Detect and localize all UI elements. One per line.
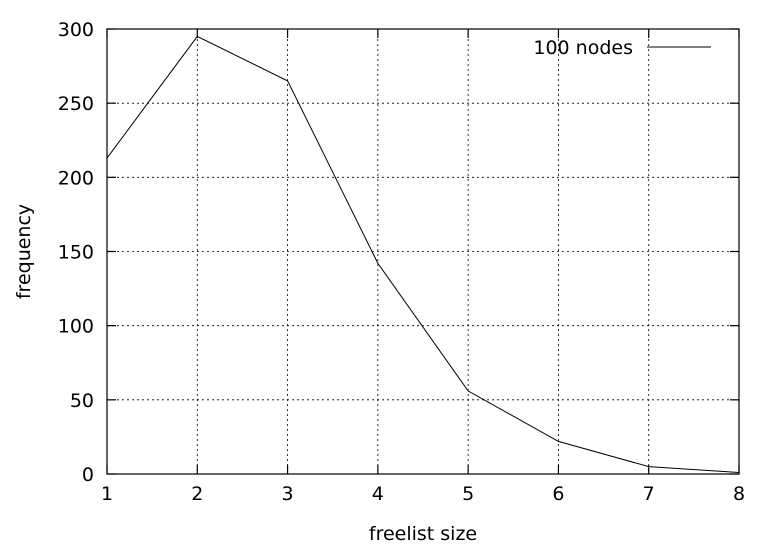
x-tick-label: 6 xyxy=(552,483,564,505)
data-point xyxy=(648,465,650,467)
y-tick-label: 0 xyxy=(82,464,94,486)
legend: 100 nodes xyxy=(533,37,711,59)
x-tick-label: 8 xyxy=(733,483,745,505)
series-group xyxy=(106,35,740,473)
y-axis-title: frequency xyxy=(13,204,35,299)
y-tick-label: 100 xyxy=(58,316,94,338)
y-tick-label: 250 xyxy=(58,93,94,115)
y-tick-label: 50 xyxy=(70,390,94,412)
data-point xyxy=(557,440,559,442)
x-tick-label: 1 xyxy=(101,483,113,505)
data-point xyxy=(196,35,198,37)
data-point xyxy=(738,471,740,473)
grid xyxy=(107,29,739,474)
x-axis-tick-labels: 1 2 3 4 5 6 7 8 xyxy=(101,483,745,505)
data-point xyxy=(467,390,469,392)
x-tick-label: 2 xyxy=(191,483,203,505)
x-tick-label: 4 xyxy=(372,483,384,505)
axis-ticks xyxy=(106,28,740,475)
x-axis-title: freelist size xyxy=(369,523,477,545)
x-tick-label: 3 xyxy=(282,483,294,505)
y-axis-tick-labels: 0 50 100 150 200 250 300 xyxy=(58,19,94,486)
y-tick-label: 300 xyxy=(58,19,94,41)
y-tick-label: 150 xyxy=(58,242,94,264)
legend-label: 100 nodes xyxy=(533,37,633,59)
x-tick-label: 7 xyxy=(643,483,655,505)
data-point xyxy=(106,157,108,159)
y-tick-label: 200 xyxy=(58,167,94,189)
series-line xyxy=(106,35,740,473)
data-point xyxy=(286,80,288,82)
x-tick-label: 5 xyxy=(462,483,474,505)
data-point xyxy=(377,262,379,264)
